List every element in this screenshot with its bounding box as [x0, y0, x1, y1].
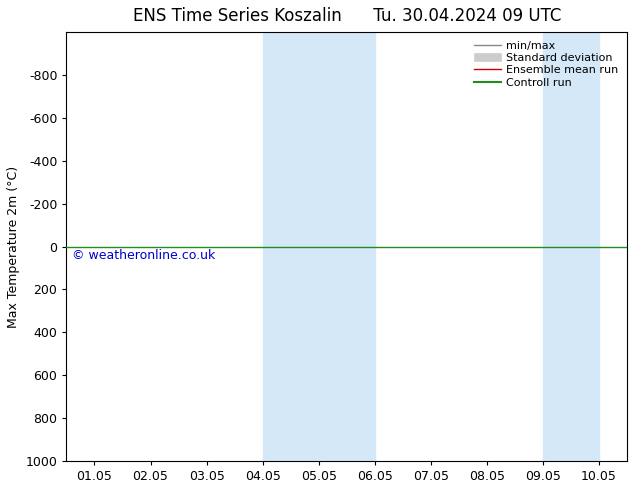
Text: © weatheronline.co.uk: © weatheronline.co.uk [72, 249, 216, 262]
Legend: min/max, Standard deviation, Ensemble mean run, Controll run: min/max, Standard deviation, Ensemble me… [470, 38, 621, 91]
Bar [319, 32, 375, 461]
Title: ENS Time Series Koszalin      Tu. 30.04.2024 09 UTC: ENS Time Series Koszalin Tu. 30.04.2024 … [133, 7, 561, 25]
Bar [543, 32, 599, 461]
Y-axis label: Max Temperature 2m (°C): Max Temperature 2m (°C) [7, 166, 20, 328]
Bar [262, 32, 319, 461]
